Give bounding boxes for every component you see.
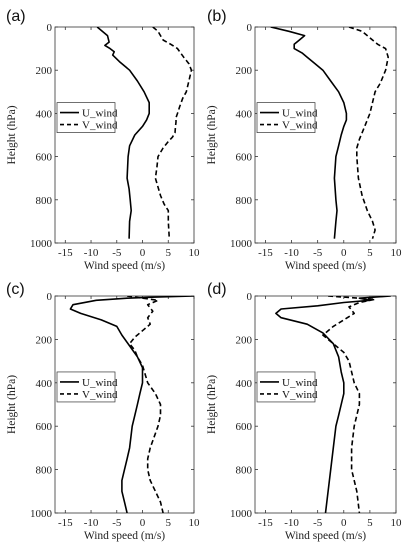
chart-panel-2: (b) -15 -10 -5 0 5 10 0 200 400 600 800 1000 Wind spe…	[206, 8, 402, 272]
chart-panel-1: (a) -15 -10 -5 0 5 10 0 200 400 600 800 1000 Wind spe…	[6, 8, 200, 272]
legend-box	[256, 102, 316, 133]
x-tick-label: -5	[112, 517, 122, 529]
x-tick-label: 5	[166, 247, 172, 259]
series-line-v-wind	[322, 296, 376, 513]
series-line-u-wind	[270, 27, 348, 239]
x-tick-label: 5	[166, 517, 172, 529]
plot-area-frame	[254, 295, 397, 514]
y-tick-label: 1000	[30, 508, 53, 520]
y-axis-label: Height (hPa)	[6, 375, 18, 434]
y-tick-label: 800	[236, 195, 253, 207]
y-tick-label: 600	[236, 421, 253, 433]
plot-area-frame	[54, 26, 195, 244]
y-tick-label: 0	[47, 291, 53, 303]
legend-label: V_wind	[82, 389, 118, 401]
y-tick-label: 400	[236, 378, 253, 390]
x-tick-label: 10	[391, 517, 403, 529]
y-tick-label: 800	[36, 465, 53, 477]
x-tick-label: 0	[140, 247, 146, 259]
series-line-v-wind	[348, 27, 390, 239]
legend-label: U_wind	[82, 377, 118, 389]
y-tick-label: 0	[47, 22, 53, 34]
y-tick-label: 200	[36, 65, 53, 77]
x-tick-label: -15	[258, 517, 273, 529]
legend-box	[56, 371, 116, 403]
y-tick-label: 1000	[230, 508, 253, 520]
x-tick-label: -15	[258, 247, 273, 259]
y-tick-label: 400	[36, 378, 53, 390]
x-tick-label: -10	[84, 517, 99, 529]
x-tick-label: -5	[313, 247, 323, 259]
y-tick-label: 400	[36, 108, 53, 120]
x-tick-label: -5	[112, 247, 122, 259]
panel-label: (b)	[207, 8, 227, 25]
x-tick-label: 0	[140, 517, 146, 529]
y-tick-label: 0	[247, 291, 253, 303]
chart-panel-4: (d) -15 -10 -5 0 5 10 0 200 400 600 800 1000 Wind spe…	[206, 281, 402, 542]
chart-panel-3: (c) -15 -10 -5 0 5 10 0 200 400 600 800 1000 Wind spe…	[6, 281, 200, 542]
y-tick-label: 600	[36, 152, 53, 164]
x-axis-label: Wind speed (m/s)	[285, 260, 366, 272]
x-axis-label: Wind speed (m/s)	[84, 260, 165, 272]
x-axis-label: Wind speed (m/s)	[285, 530, 366, 542]
x-tick-label: 0	[341, 247, 347, 259]
y-tick-label: 200	[236, 334, 253, 346]
x-tick-label: -10	[84, 247, 99, 259]
panel-label: (a)	[6, 8, 26, 25]
x-tick-label: 10	[189, 247, 201, 259]
y-tick-label: 800	[36, 195, 53, 207]
series-line-u-wind	[69, 296, 194, 513]
legend-box	[256, 371, 316, 403]
y-tick-label: 0	[247, 22, 253, 34]
x-tick-label: 10	[391, 247, 403, 259]
y-tick-label: 200	[36, 334, 53, 346]
x-tick-label: -10	[284, 247, 299, 259]
x-tick-label: 10	[189, 517, 201, 529]
series-line-v-wind	[126, 296, 164, 513]
legend-label: V_wind	[82, 120, 118, 132]
x-tick-label: -15	[58, 247, 73, 259]
y-tick-label: 800	[236, 465, 253, 477]
series-line-v-wind	[152, 27, 193, 239]
x-tick-label: -5	[313, 517, 323, 529]
x-tick-label: 0	[341, 517, 347, 529]
y-tick-label: 600	[236, 152, 253, 164]
legend-label: U_wind	[282, 377, 318, 389]
y-tick-label: 1000	[30, 238, 53, 250]
x-tick-label: 5	[367, 517, 373, 529]
plot-area-frame	[254, 26, 397, 244]
plot-area-frame	[54, 295, 195, 514]
series-line-u-wind	[275, 296, 391, 513]
legend-label: U_wind	[282, 108, 318, 120]
panel-label: (c)	[6, 281, 25, 298]
y-axis-label: Height (hPa)	[206, 375, 218, 434]
legend-box	[56, 102, 116, 133]
x-axis-label: Wind speed (m/s)	[84, 530, 165, 542]
y-axis-label: Height (hPa)	[206, 105, 218, 164]
series-line-u-wind	[96, 27, 150, 239]
y-tick-label: 1000	[230, 238, 253, 250]
x-tick-label: -15	[58, 517, 73, 529]
y-tick-label: 600	[36, 421, 53, 433]
x-tick-label: 5	[367, 247, 373, 259]
legend-label: U_wind	[82, 108, 118, 120]
x-tick-label: -10	[284, 517, 299, 529]
panel-label: (d)	[207, 281, 227, 298]
y-tick-label: 200	[236, 65, 253, 77]
legend-label: V_wind	[282, 120, 318, 132]
legend-label: V_wind	[282, 389, 318, 401]
y-tick-label: 400	[236, 108, 253, 120]
y-axis-label: Height (hPa)	[6, 105, 18, 164]
